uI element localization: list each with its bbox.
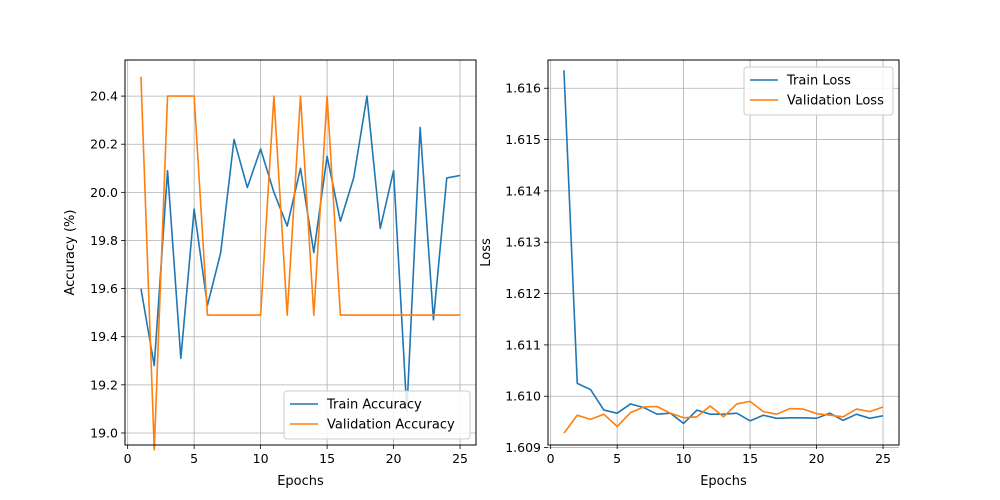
x-axis-label: Epochs	[700, 474, 747, 489]
chart-panel-1: 0 5 10 15 20 25 19.0 19.2 19.4 19.6 19.8 20.0 20.2 20…	[63, 59, 477, 489]
y-tick-label: 19.0	[90, 425, 118, 440]
series-line-validation-loss	[563, 400, 884, 434]
y-tick-label: 20.4	[90, 89, 118, 104]
y-tick-label: 1.610	[505, 389, 541, 404]
series-line-validation-accuracy	[140, 76, 461, 451]
x-tick-label: 20	[386, 451, 402, 466]
y-tick-label: 1.613	[505, 235, 541, 250]
legend-entry: Validation Accuracy	[327, 418, 455, 433]
legend-box	[283, 390, 471, 440]
x-tick-label: 10	[253, 451, 269, 466]
x-tick-label: 5	[613, 451, 621, 466]
series-line-train-accuracy	[140, 95, 461, 413]
y-tick-label: 1.614	[505, 183, 541, 198]
y-tick-label: 1.612	[505, 286, 541, 301]
y-tick-label: 19.4	[90, 329, 118, 344]
x-tick-label: 5	[190, 451, 198, 466]
y-tick-label: 1.616	[505, 81, 541, 96]
x-tick-label: 10	[676, 451, 692, 466]
x-tick-label: 20	[809, 451, 825, 466]
y-axis-label: Loss	[479, 238, 494, 267]
y-axis-label: Accuracy (%)	[63, 210, 78, 296]
legend-entry: Validation Loss	[787, 94, 884, 109]
legend-entry: Train Accuracy	[326, 398, 422, 413]
x-axis-label: Epochs	[277, 474, 324, 489]
x-tick-label: 25	[452, 451, 468, 466]
x-tick-label: 0	[124, 451, 132, 466]
y-tick-label: 1.611	[505, 337, 541, 352]
x-tick-label: 25	[875, 451, 891, 466]
legend-box	[743, 66, 894, 116]
chart-panel-2: 0 5 10 15 20 25 1.609 1.610 1.611 1.612 1.613 1.614…	[479, 59, 900, 489]
x-tick-label: 0	[547, 451, 555, 466]
legend: Train Loss Validation Loss	[743, 66, 894, 116]
axes-frame	[547, 59, 900, 446]
y-tick-label: 19.6	[90, 281, 118, 296]
axes-frame	[124, 59, 477, 446]
legend-entry: Train Loss	[786, 74, 851, 89]
y-tick-label: 1.609	[505, 440, 541, 455]
y-tick-label: 19.2	[90, 377, 118, 392]
legend: Train Accuracy Validation Accuracy	[283, 390, 471, 440]
series-line-train-loss	[563, 70, 884, 425]
y-tick-label: 20.2	[90, 137, 118, 152]
y-tick-label: 19.8	[90, 233, 118, 248]
x-tick-label: 15	[319, 451, 335, 466]
y-tick-label: 1.615	[505, 132, 541, 147]
x-tick-label: 15	[742, 451, 758, 466]
y-tick-label: 20.0	[90, 185, 118, 200]
